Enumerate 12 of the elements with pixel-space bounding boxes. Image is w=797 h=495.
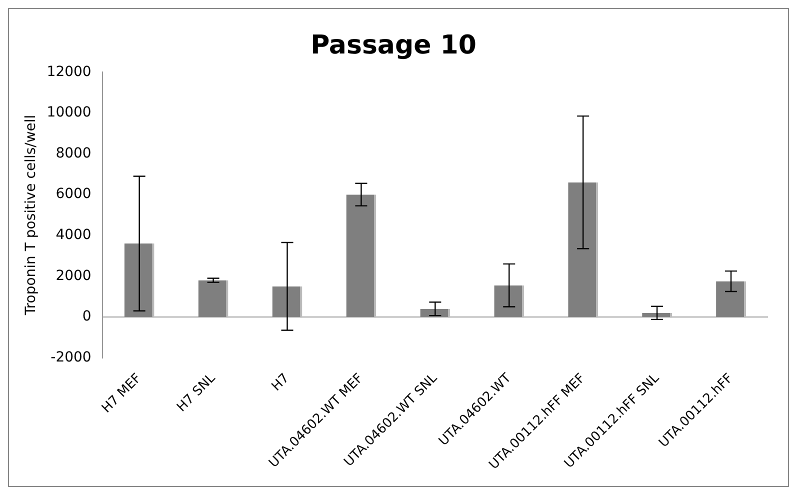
y-tick-label: 4000 [56, 227, 92, 244]
y-tick-label: 8000 [56, 145, 92, 162]
y-tick-label: 10000 [46, 104, 92, 121]
x-tick-label: H7 [269, 370, 292, 394]
y-axis-title: Troponin T positive cells/well [23, 114, 40, 316]
chart-title: Passage 10 [310, 30, 476, 60]
y-tick-label: 12000 [46, 64, 92, 80]
y-tick-label: -2000 [50, 349, 92, 366]
y-tick-label: 6000 [56, 186, 92, 202]
y-tick-label: 2000 [56, 268, 92, 284]
x-tick-label: H7 SNL [174, 370, 220, 416]
y-tick-label: 0 [82, 308, 92, 325]
